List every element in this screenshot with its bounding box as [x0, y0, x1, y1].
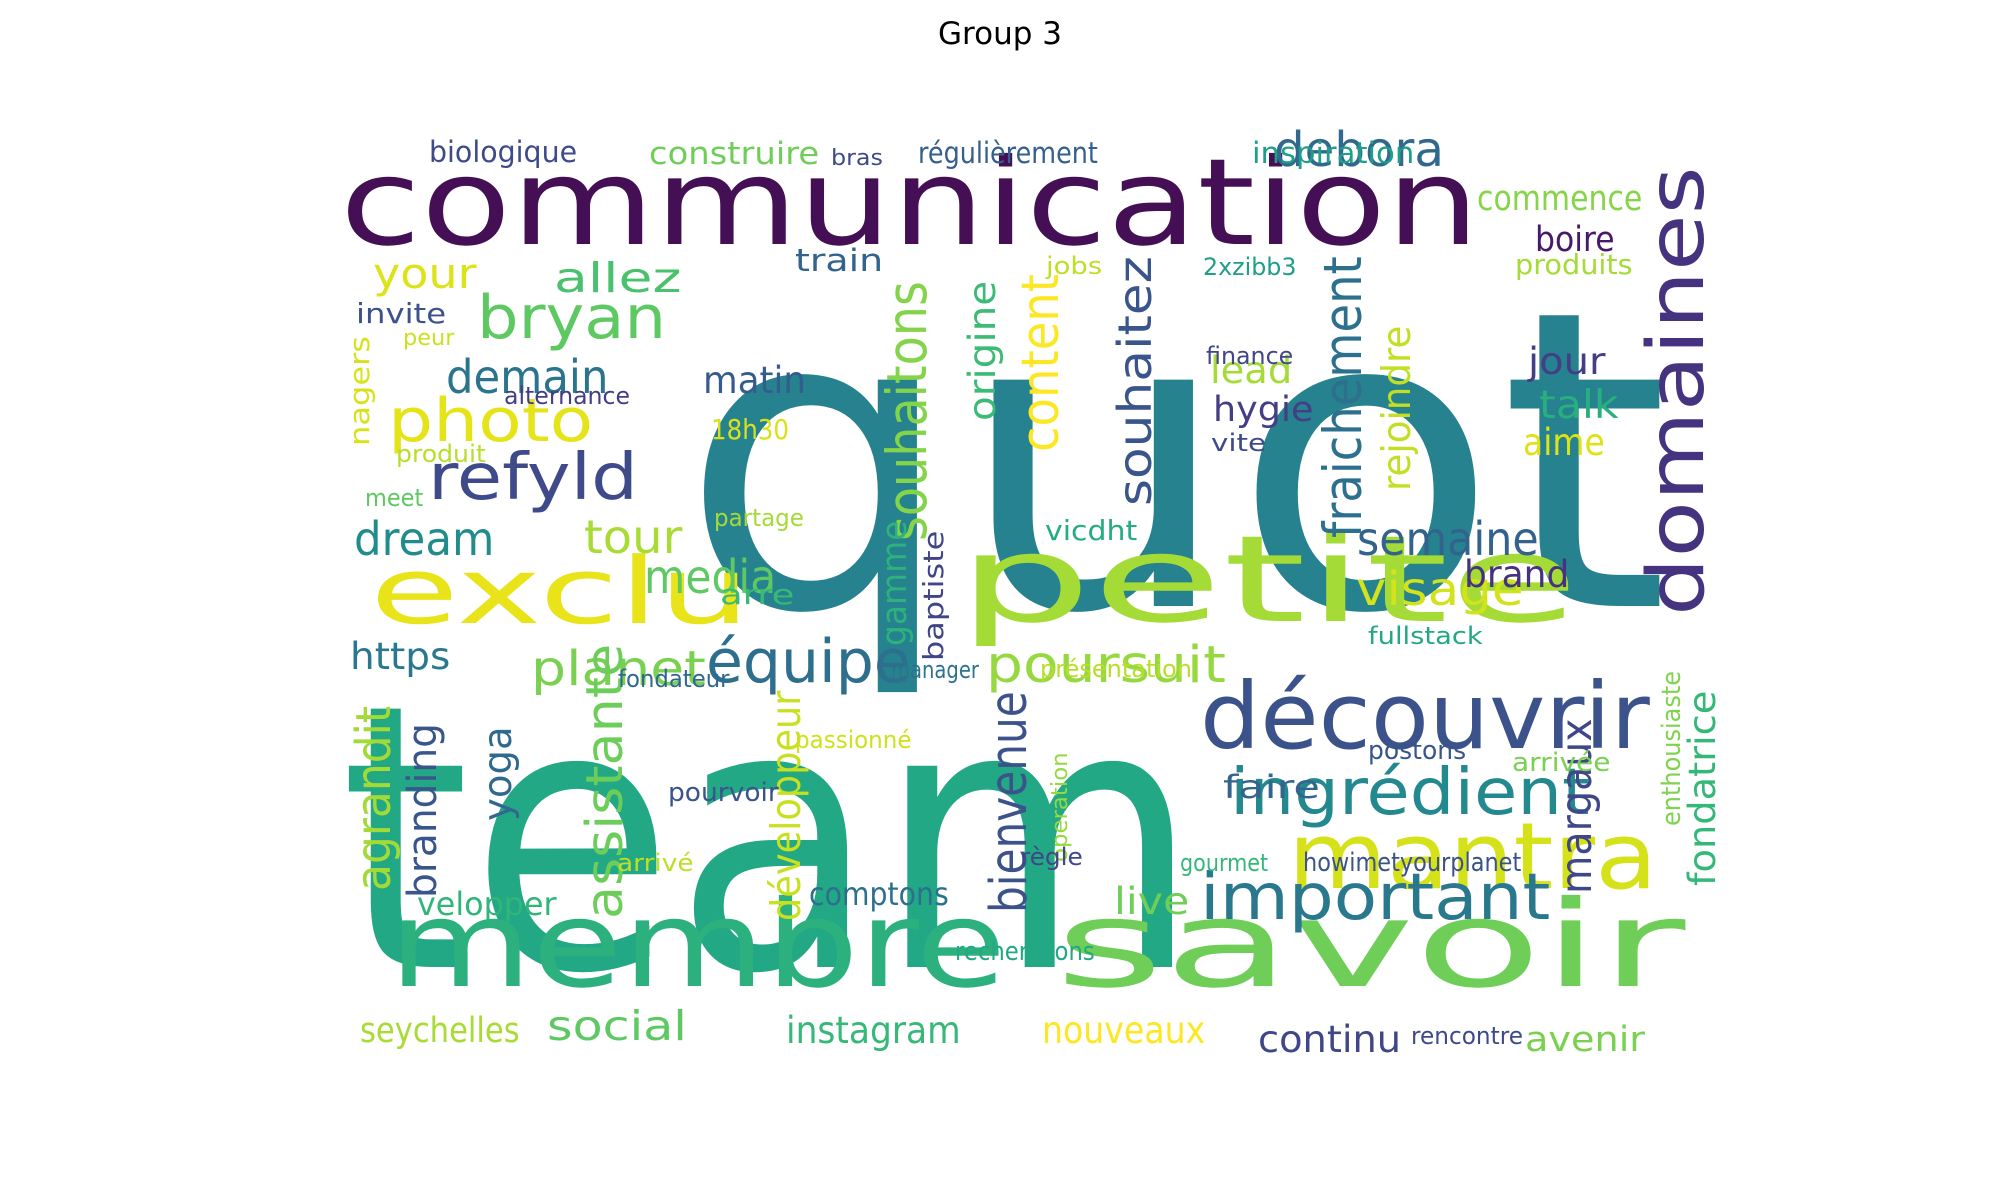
- word-recherchons: recherchons: [955, 937, 1095, 967]
- word-seychelles: seychelles: [360, 1011, 520, 1051]
- word-presentation: présentation: [1040, 655, 1192, 683]
- word-allez: allez: [554, 254, 682, 302]
- word-invite: invite: [356, 297, 447, 330]
- word-content: content: [1011, 274, 1071, 452]
- word-construire: construire: [649, 136, 820, 172]
- word-vicdht: vicdht: [1045, 514, 1138, 547]
- word-boire: boire: [1535, 220, 1615, 260]
- word-petite: petite: [957, 511, 1580, 650]
- word-dream: dream: [354, 512, 495, 566]
- word-howimetyourplanet: howimetyourplanet: [1303, 848, 1522, 878]
- word-https: https: [350, 635, 451, 678]
- word-postons: postons: [1368, 736, 1467, 766]
- word-souhaitez: souhaitez: [1108, 256, 1162, 506]
- word-manager: manager: [891, 656, 979, 684]
- word-regle: règle: [1020, 843, 1083, 871]
- word-media: media: [644, 550, 777, 604]
- word-lead: lead: [1210, 349, 1293, 392]
- word-photo: photo: [388, 386, 594, 456]
- word-gamme: gamme: [875, 520, 915, 646]
- word-fullstack: fullstack: [1368, 622, 1483, 650]
- word-fondatrice: fondatrice: [1681, 690, 1720, 886]
- word-rencontre: rencontre: [1411, 1022, 1523, 1050]
- word-refyld: refyld: [428, 441, 638, 515]
- word-tour: tour: [584, 510, 683, 564]
- word-inspiration: inspiration: [1252, 136, 1415, 170]
- word-brand: brand: [1464, 553, 1570, 596]
- word-produits: produits: [1515, 248, 1633, 281]
- word-jour: jour: [1528, 340, 1606, 383]
- word-souhaitons: souhaitons: [875, 281, 939, 541]
- word-biologique: biologique: [429, 135, 578, 169]
- word-rejoindre: rejoindre: [1375, 325, 1420, 491]
- word-nagers: nagers: [343, 335, 376, 446]
- word-instagram: instagram: [786, 1009, 961, 1052]
- word-passionne: passionné: [795, 726, 912, 754]
- word-regulierement: régulièrement: [918, 136, 1098, 170]
- word-meet: meet: [365, 484, 424, 512]
- word-domaines: domaines: [1632, 166, 1720, 616]
- word-quot: quot: [680, 222, 1670, 704]
- word-alternance: alternance: [504, 382, 631, 410]
- word-origine: origine: [961, 280, 1004, 421]
- word-live: live: [1114, 880, 1190, 923]
- word-matin: matin: [703, 359, 806, 402]
- word-2xzibb3: 2xzibb3: [1203, 253, 1297, 281]
- word-aime: aime: [1523, 421, 1605, 464]
- word-important: important: [1200, 861, 1551, 935]
- word-18h30: 18h30: [711, 413, 789, 446]
- word-ingredient: ingrédient: [1230, 756, 1590, 830]
- word-communication: communication: [340, 134, 1480, 273]
- word-demain: demain: [446, 350, 609, 404]
- word-semaine: semaine: [1357, 512, 1539, 566]
- word-commence: commence: [1477, 179, 1643, 219]
- word-velopper: velopper: [417, 885, 557, 923]
- word-arrive: arrivé: [617, 849, 694, 877]
- word-exclu: exclu: [370, 538, 751, 645]
- word-produit: produit: [396, 440, 486, 468]
- word-savoir: savoir: [1055, 876, 1686, 1015]
- word-avenir: avenir: [1525, 1020, 1646, 1060]
- word-bras: bras: [831, 146, 883, 171]
- word-enthousiaste: enthousiaste: [1657, 670, 1687, 826]
- word-partage: partage: [714, 504, 804, 532]
- word-jobs: jobs: [1046, 252, 1103, 280]
- word-vite: vite: [1211, 429, 1267, 457]
- chart-title: Group 3: [938, 16, 1062, 52]
- word-continu: continu: [1258, 1018, 1402, 1061]
- word-poursuit: poursuit: [986, 636, 1226, 695]
- word-pourvoir: pourvoir: [668, 778, 779, 808]
- word-baptiste: baptiste: [917, 530, 950, 661]
- word-equipe: équipe: [706, 627, 911, 697]
- word-yoga: yoga: [476, 726, 521, 821]
- word-train: train: [795, 243, 884, 279]
- word-visage: visage: [1356, 562, 1524, 616]
- word-bryan: bryan: [477, 283, 666, 353]
- word-comptons: comptons: [809, 875, 949, 913]
- word-bienvenue: bienvenue: [980, 691, 1039, 913]
- word-team: team: [340, 625, 1201, 1054]
- word-planet: planet: [531, 641, 706, 697]
- word-peur: peur: [403, 326, 455, 351]
- word-fondateur: fondateur: [618, 665, 730, 693]
- word-debora: debora: [1274, 126, 1444, 178]
- word-talk: talk: [1539, 383, 1619, 428]
- word-membre: membre: [389, 876, 1007, 1015]
- word-arre: arre: [720, 578, 795, 611]
- word-decouvrir: découvrir: [1200, 663, 1650, 770]
- word-agrandit: agrandit: [346, 705, 402, 891]
- word-gourmet: gourmet: [1180, 849, 1269, 877]
- word-finance: finance: [1206, 342, 1294, 370]
- word-margaux: margaux: [1552, 718, 1602, 894]
- word-nouveaux: nouveaux: [1042, 1009, 1206, 1052]
- word-your: your: [373, 249, 477, 298]
- word-cloud: quot team communication membre savoir petite d…: [340, 126, 1720, 1090]
- word-social: social: [547, 1002, 687, 1050]
- word-branding: branding: [400, 722, 446, 898]
- word-faire: faire: [1223, 768, 1320, 806]
- word-arrivee: arrivée: [1512, 748, 1611, 778]
- word-fraichement: fraichement: [1313, 256, 1374, 538]
- word-mantra: mantra: [1288, 803, 1658, 910]
- word-hygie: hygie: [1213, 390, 1314, 430]
